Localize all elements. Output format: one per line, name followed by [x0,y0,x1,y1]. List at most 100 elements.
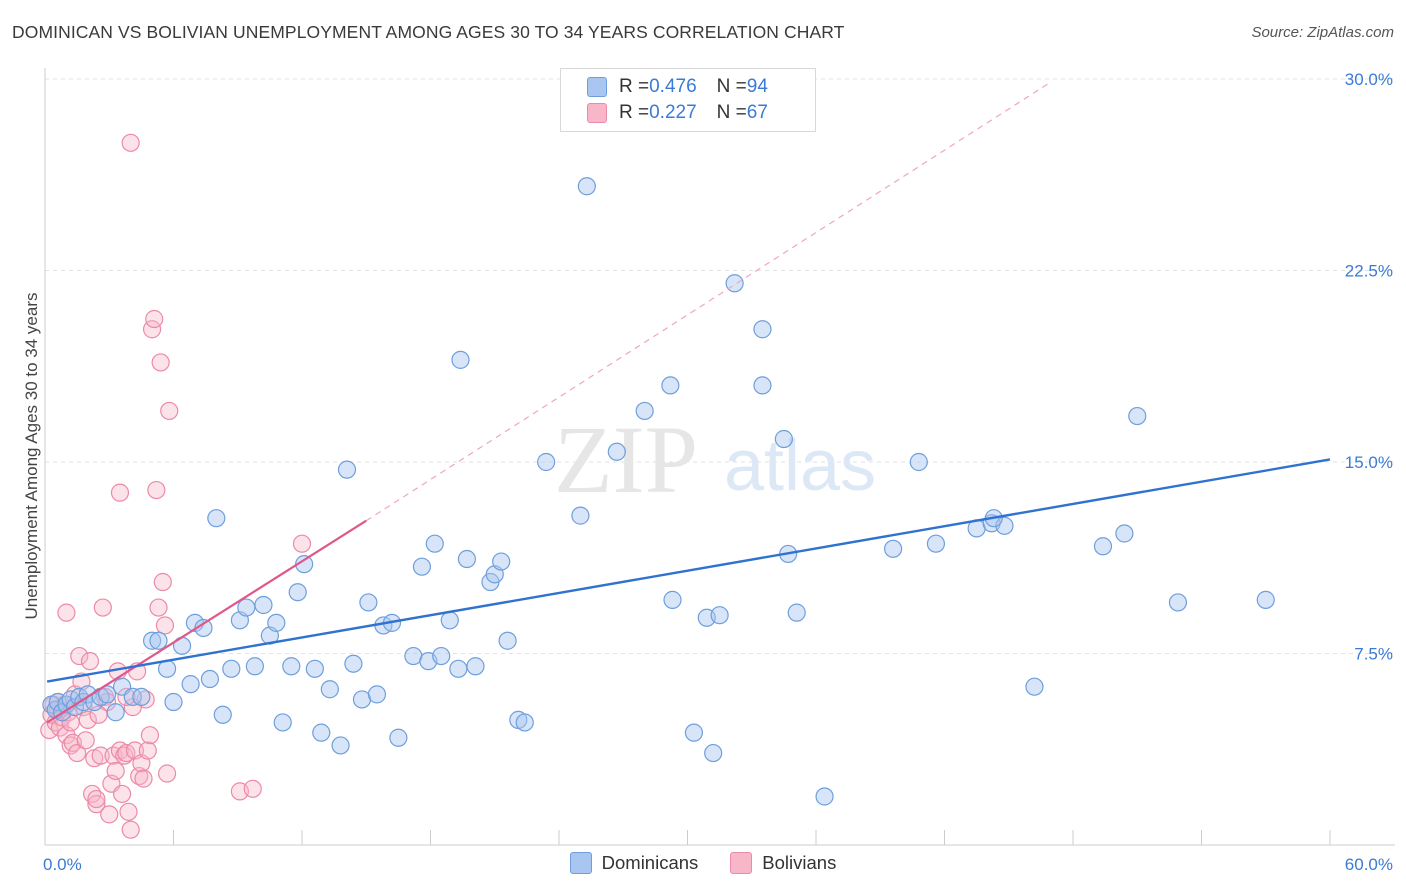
bolivian-point [138,741,157,760]
legend-row-dominicans: R = 0.476 N = 94 [587,75,768,99]
bottom-legend-swatch-bolivians [730,852,753,874]
dominican-point [440,611,459,630]
y-tick-label: 7.5% [1354,645,1393,664]
dominican-point [164,692,183,712]
bolivian-point [160,401,179,421]
bolivian-point [57,603,76,622]
legend-n-label: N = [716,76,747,97]
dominican-point [704,743,723,763]
dominican-point [245,657,264,676]
dominican-point [320,680,339,699]
x-tick-label: 60.0% [1345,855,1393,874]
dominican-point [106,703,125,722]
bolivian-point [145,309,164,329]
bolivian-point [151,353,170,372]
legend-r-label: R = [619,76,650,97]
bolivian-point [243,779,262,798]
dominican-point [457,549,477,569]
y-axis-label: Unemployment Among Ages 30 to 34 years [22,293,41,620]
bottom-legend-item-dominicans: Dominicans [569,852,698,874]
grid-lines [45,78,1395,654]
bolivian-point [155,616,175,635]
dominican-point [815,787,834,806]
dominican-point [492,552,511,571]
dominican-point [331,736,350,755]
dominican-point [753,376,772,395]
bolivian-points [40,133,312,839]
bolivian-point [115,746,134,765]
legend-r-value: 0.476 [649,76,697,97]
bottom-legend-label: Bolivians [762,852,837,873]
source-credit: Source: ZipAtlas.com [1251,24,1394,41]
dominican-point [337,460,357,479]
dominican-point [312,723,331,742]
dominican-point [787,603,806,622]
legend-row-bolivians: R = 0.227 N = 67 [587,101,768,125]
dominican-point [254,595,273,615]
bottom-legend-item-bolivians: Bolivians [730,852,836,874]
dominican-point [710,606,729,625]
dominican-point [725,274,744,293]
dominican-point [498,631,517,650]
dominican-point [132,687,151,707]
dominican-point [926,534,946,553]
dominican-point [200,669,220,689]
bolivian-point [91,746,110,765]
x-tick-label: 0.0% [43,855,82,874]
dominican-point [367,685,387,704]
dominican-point [425,534,444,553]
bolivian-point [110,483,130,502]
bolivian-point [157,764,177,783]
dominican-point [288,583,307,602]
y-tick-label: 30.0% [1345,70,1393,89]
legend-box: R = 0.476 N = 94 R = 0.227 N = 67 [560,68,816,132]
bolivian-point [147,480,166,500]
dominican-point [273,713,292,732]
dominican-point [149,631,168,650]
trend-lines [46,81,1331,724]
dominican-point [515,713,534,732]
dominican-point [1256,590,1275,609]
dominican-point [222,659,241,678]
dominican-point [389,728,408,747]
dominican-point [684,723,704,742]
dominican-point [432,646,451,666]
dominican-point [451,350,470,369]
tick-labels: 7.5% 15.0% 22.5% 30.0% 0.0% 60.0% [43,70,1393,874]
dominican-point [207,509,226,528]
watermark-atlas: atlas [724,426,876,506]
bolivian-point [70,646,89,666]
dominican-point [98,685,117,704]
dominican-point [344,654,363,673]
bolivian-point [119,802,138,821]
bolivian-point [153,572,172,592]
dominican-point [412,557,432,576]
watermark-zip: ZIP [554,406,698,513]
chart-title: DOMINICAN VS BOLIVIAN UNEMPLOYMENT AMONG… [12,22,845,42]
dominican-point [753,320,772,339]
bolivian-point [149,598,168,617]
dominican-point [1128,406,1147,426]
bolivian-point [121,820,140,839]
bottom-legend: Dominicans Bolivians [0,852,1406,874]
axes [44,68,1395,846]
dominican-point [607,442,626,461]
dominican-point [577,177,596,196]
bolivian-point [93,598,112,617]
bolivian-point [121,133,140,152]
dominican-point [571,506,590,525]
dominican-point [1025,677,1044,696]
dominican-point [635,401,654,421]
legend-n-label: N = [716,102,747,123]
dominican-point [213,705,232,724]
bolivian-point [112,784,132,804]
bolivian-point [106,761,125,781]
bolivian-point [80,652,100,671]
watermark: ZIP atlas [554,406,876,513]
dominican-point [883,539,903,558]
legend-n-value: 94 [746,76,768,97]
bolivian-point [100,805,119,824]
bolivian-point [87,795,106,814]
dominican-point [449,659,468,678]
